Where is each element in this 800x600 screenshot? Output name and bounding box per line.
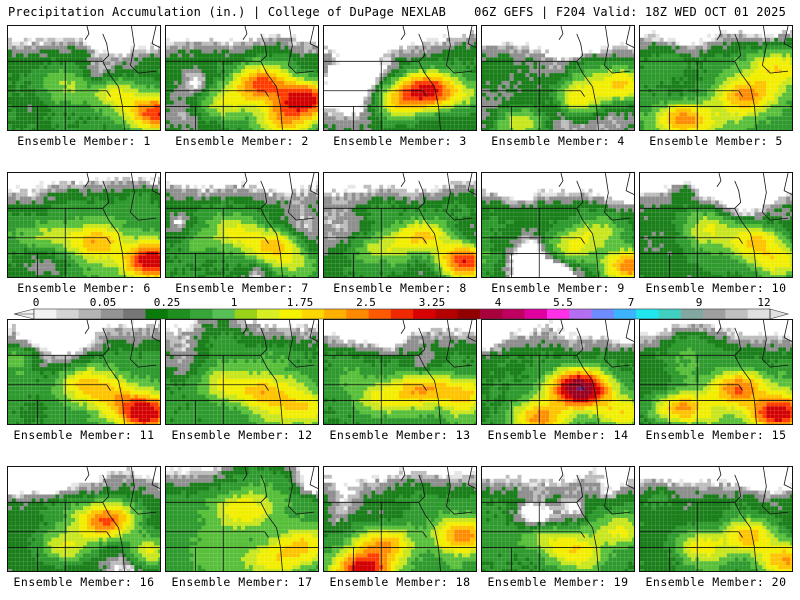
ensemble-map-panel [639,319,793,425]
ensemble-member-label: Ensemble Member: 15 [637,428,795,442]
colorbar-swatch [234,309,258,319]
colorbar-tick-label: 9 [696,296,703,309]
colorbar-swatch [524,309,548,319]
ensemble-member-label: Ensemble Member: 19 [479,575,637,589]
colorbar-swatch [78,309,102,319]
colorbar-tick-label: 12 [757,296,770,309]
ensemble-member-label: Ensemble Member: 16 [5,575,163,589]
colorbar-swatch [145,309,169,319]
ensemble-member-label: Ensemble Member: 13 [321,428,479,442]
colorbar-swatch [658,309,682,319]
ensemble-map-panel [323,25,477,131]
map-title: Precipitation Accumulation (in.) | Colle… [8,5,446,19]
colorbar-swatch [680,309,704,319]
ensemble-map-panel [165,172,319,278]
ensemble-member-label: Ensemble Member: 10 [637,281,795,295]
colorbar-tick-label: 0 [33,296,40,309]
colorbar-tick-label: 4 [495,296,502,309]
colorbar-swatch [346,309,369,319]
colorbar-swatch [100,309,124,319]
colorbar-max-arrow [769,308,790,320]
colorbar-swatch [703,309,726,319]
ensemble-member-label: Ensemble Member: 18 [321,575,479,589]
ensemble-member-label: Ensemble Member: 6 [5,281,163,295]
ensemble-map-panel [481,319,635,425]
colorbar-swatch [747,309,771,319]
colorbar-tick-label: 2.5 [356,296,376,309]
run-valid-time: 06Z GEFS | F204 Valid: 18Z WED OCT 01 20… [474,5,786,19]
colorbar-tick-label: 1.75 [287,296,314,309]
ensemble-member-label: Ensemble Member: 14 [479,428,637,442]
colorbar-tick-label: 5.5 [553,296,573,309]
ensemble-member-label: Ensemble Member: 3 [321,134,479,148]
ensemble-map-panel [639,25,793,131]
ensemble-member-label: Ensemble Member: 17 [163,575,321,589]
colorbar-swatch [301,309,325,319]
ensemble-member-label: Ensemble Member: 12 [163,428,321,442]
colorbar-tick-label: 1 [231,296,238,309]
colorbar-swatch [123,309,146,319]
colorbar-min-arrow [13,308,35,320]
ensemble-map-panel [165,319,319,425]
colorbar-swatch [636,309,659,319]
ensemble-map-panel [481,25,635,131]
colorbar-swatch [212,309,236,319]
colorbar-tick-label: 7 [628,296,635,309]
colorbar-swatch [56,309,79,319]
colorbar-tick-label: 0.25 [154,296,181,309]
colorbar-swatch [190,309,213,319]
ensemble-member-label: Ensemble Member: 20 [637,575,795,589]
ensemble-member-label: Ensemble Member: 5 [637,134,795,148]
ensemble-map-panel [7,172,161,278]
colorbar: 0 0.05 0.25 1 1.75 2.5 3.25 4 5.5 7 9 12 [0,296,800,320]
ensemble-member-label: Ensemble Member: 8 [321,281,479,295]
ensemble-map-panel [7,25,161,131]
colorbar-swatch [457,309,481,319]
ensemble-member-label: Ensemble Member: 2 [163,134,321,148]
colorbar-swatch [279,309,302,319]
colorbar-swatch [257,309,280,319]
colorbar-swatch [368,309,392,319]
ensemble-map-panel [481,466,635,572]
ensemble-map-panel [323,172,477,278]
ensemble-member-label: Ensemble Member: 9 [479,281,637,295]
colorbar-tick-label: 3.25 [419,296,446,309]
colorbar-swatch [435,309,459,319]
colorbar-swatch [390,309,414,319]
ensemble-map-panel [7,466,161,572]
ensemble-member-label: Ensemble Member: 1 [5,134,163,148]
colorbar-swatch [502,309,525,319]
colorbar-swatch [413,309,436,319]
ensemble-map-panel [639,172,793,278]
colorbar-scale [13,308,790,320]
ensemble-map-panel [165,25,319,131]
ensemble-member-label: Ensemble Member: 7 [163,281,321,295]
ensemble-member-label: Ensemble Member: 11 [5,428,163,442]
colorbar-swatch [323,309,347,319]
colorbar-swatch [546,309,570,319]
colorbar-tick-label: 0.05 [90,296,117,309]
colorbar-swatch [34,309,57,319]
colorbar-swatch [591,309,615,319]
ensemble-map-panel [323,466,477,572]
colorbar-swatch [569,309,592,319]
ensemble-member-label: Ensemble Member: 4 [479,134,637,148]
colorbar-swatch [480,309,503,319]
colorbar-swatch [613,309,637,319]
ensemble-map-panel [165,466,319,572]
ensemble-map-panel [7,319,161,425]
ensemble-map-panel [481,172,635,278]
colorbar-swatch [725,309,748,319]
ensemble-map-panel [323,319,477,425]
ensemble-map-panel [639,466,793,572]
colorbar-swatch [167,309,191,319]
